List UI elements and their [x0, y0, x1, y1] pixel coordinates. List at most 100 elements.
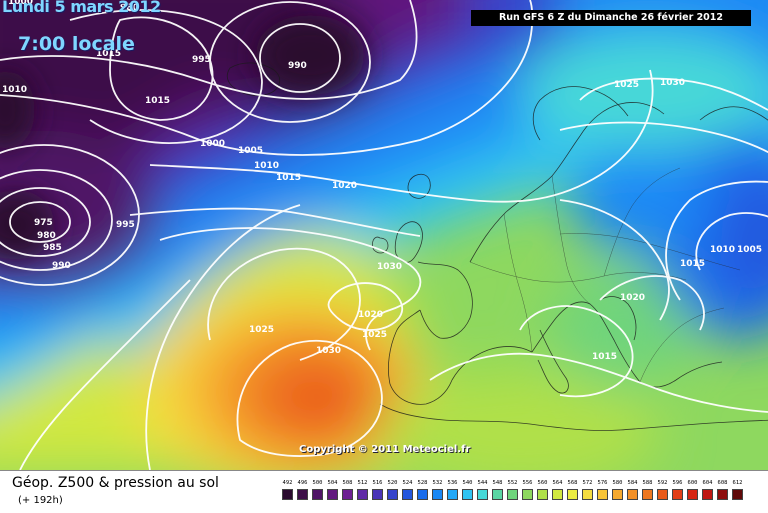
- isobar-label: 995: [192, 55, 211, 65]
- run-info-banner: Run GFS 6 Z du Dimanche 26 février 2012: [471, 10, 751, 26]
- isobar-label: 1000: [8, 0, 33, 7]
- legend-swatch: [417, 489, 428, 500]
- isobar-label: 1030: [316, 346, 341, 356]
- isobar-label: 1025: [362, 330, 387, 340]
- legend-value-label: 600: [687, 480, 698, 486]
- parameter-title: Géop. Z500 & pression au sol: [12, 475, 219, 491]
- legend-swatch: [657, 489, 668, 500]
- legend-swatch: [462, 489, 473, 500]
- legend-value-label: 508: [342, 480, 353, 486]
- legend-value-label: 500: [312, 480, 323, 486]
- isobar-label: 1015: [145, 96, 170, 106]
- legend-value-label: 568: [567, 480, 578, 486]
- legend-value-label: 548: [492, 480, 503, 486]
- legend-value-label: 540: [462, 480, 473, 486]
- valid-date: Lundi 5 mars 2012: [2, 0, 161, 16]
- isobar-label: 990: [52, 261, 71, 271]
- isobar-label: 975: [34, 218, 53, 228]
- isobar-label: 980: [120, 3, 139, 13]
- isobar-label: 1010: [2, 85, 27, 95]
- legend-swatch: [327, 489, 338, 500]
- legend-value-label: 504: [327, 480, 338, 486]
- isobar-label: 1000: [200, 139, 225, 149]
- weather-map: 1000 980 1010 995 990 1015 1000 1005 101…: [0, 0, 768, 470]
- legend-swatch: [552, 489, 563, 500]
- legend-value-label: 532: [432, 480, 443, 486]
- legend-value-label: 596: [672, 480, 683, 486]
- legend-swatch: [522, 489, 533, 500]
- legend-swatch: [387, 489, 398, 500]
- legend-swatch: [357, 489, 368, 500]
- isobar-label: 1015: [276, 173, 301, 183]
- legend-value-label: 588: [642, 480, 653, 486]
- legend-swatch: [627, 489, 638, 500]
- isobar-label: 1010: [710, 245, 735, 255]
- legend-swatch: [537, 489, 548, 500]
- legend-swatch: [372, 489, 383, 500]
- isobar-label: 1015: [592, 352, 617, 362]
- legend-swatch: [342, 489, 353, 500]
- legend-swatch: [732, 489, 743, 500]
- legend-swatch: [297, 489, 308, 500]
- lead-time: (+ 192h): [18, 495, 63, 506]
- isobar-label: 1020: [620, 293, 645, 303]
- isobar-label: 1030: [660, 78, 685, 88]
- color-legend: 492 496 500 504 508 512 516 520 524 528 532 536 540 5…: [282, 480, 748, 506]
- legend-value-label: 584: [627, 480, 638, 486]
- isobar-label: 995: [116, 220, 135, 230]
- legend-swatch: [402, 489, 413, 500]
- isobar-label: 990: [288, 61, 307, 71]
- isobar-label: 1005: [238, 146, 263, 156]
- footer: Géop. Z500 & pression au sol (+ 192h) 49…: [0, 470, 768, 513]
- legend-swatch: [582, 489, 593, 500]
- legend-swatch: [477, 489, 488, 500]
- legend-value-label: 560: [537, 480, 548, 486]
- legend-value-label: 516: [372, 480, 383, 486]
- legend-swatch: [312, 489, 323, 500]
- legend-value-label: 496: [297, 480, 308, 486]
- legend-value-label: 604: [702, 480, 713, 486]
- isobars: [0, 0, 768, 470]
- legend-swatch: [282, 489, 293, 500]
- isobar-label: 1005: [737, 245, 762, 255]
- legend-value-label: 612: [732, 480, 743, 486]
- borders: [469, 167, 741, 383]
- isobar-label: 1030: [377, 262, 402, 272]
- legend-swatch: [702, 489, 713, 500]
- geopotential-field: 1000 980 1010 995 990 1015 1000 1005 101…: [0, 0, 768, 470]
- legend-swatch: [672, 489, 683, 500]
- legend-swatch: [717, 489, 728, 500]
- isobar-label: 1025: [614, 80, 639, 90]
- isobar-label: 1010: [254, 161, 279, 171]
- legend-value-label: 528: [417, 480, 428, 486]
- copyright-text: Copyright © 2011 Meteociel.fr: [299, 444, 471, 455]
- legend-value-label: 580: [612, 480, 623, 486]
- legend-swatch: [597, 489, 608, 500]
- legend-value-label: 520: [387, 480, 398, 486]
- legend-swatch: [432, 489, 443, 500]
- legend-value-label: 544: [477, 480, 488, 486]
- legend-swatch: [687, 489, 698, 500]
- isobar-label: 1015: [680, 259, 705, 269]
- legend-value-label: 576: [597, 480, 608, 486]
- isobar-label: 1020: [358, 310, 383, 320]
- isobar-label: 1015: [96, 49, 121, 59]
- legend-value-label: 556: [522, 480, 533, 486]
- legend-value-label: 524: [402, 480, 413, 486]
- legend-swatch: [567, 489, 578, 500]
- legend-swatch: [642, 489, 653, 500]
- legend-swatch: [492, 489, 503, 500]
- legend-swatch: [507, 489, 518, 500]
- isobar-label: 1020: [332, 181, 357, 191]
- legend-value-label: 552: [507, 480, 518, 486]
- legend-value-label: 564: [552, 480, 563, 486]
- isobar-label: 1025: [249, 325, 274, 335]
- isobar-labels: 1000 980 1010 995 990 1015 1000 1005 101…: [2, 0, 762, 362]
- legend-value-label: 492: [282, 480, 293, 486]
- legend-swatch: [447, 489, 458, 500]
- legend-value-label: 592: [657, 480, 668, 486]
- legend-value-label: 572: [582, 480, 593, 486]
- legend-value-label: 512: [357, 480, 368, 486]
- isobar-label: 980: [37, 231, 56, 241]
- legend-value-label: 608: [717, 480, 728, 486]
